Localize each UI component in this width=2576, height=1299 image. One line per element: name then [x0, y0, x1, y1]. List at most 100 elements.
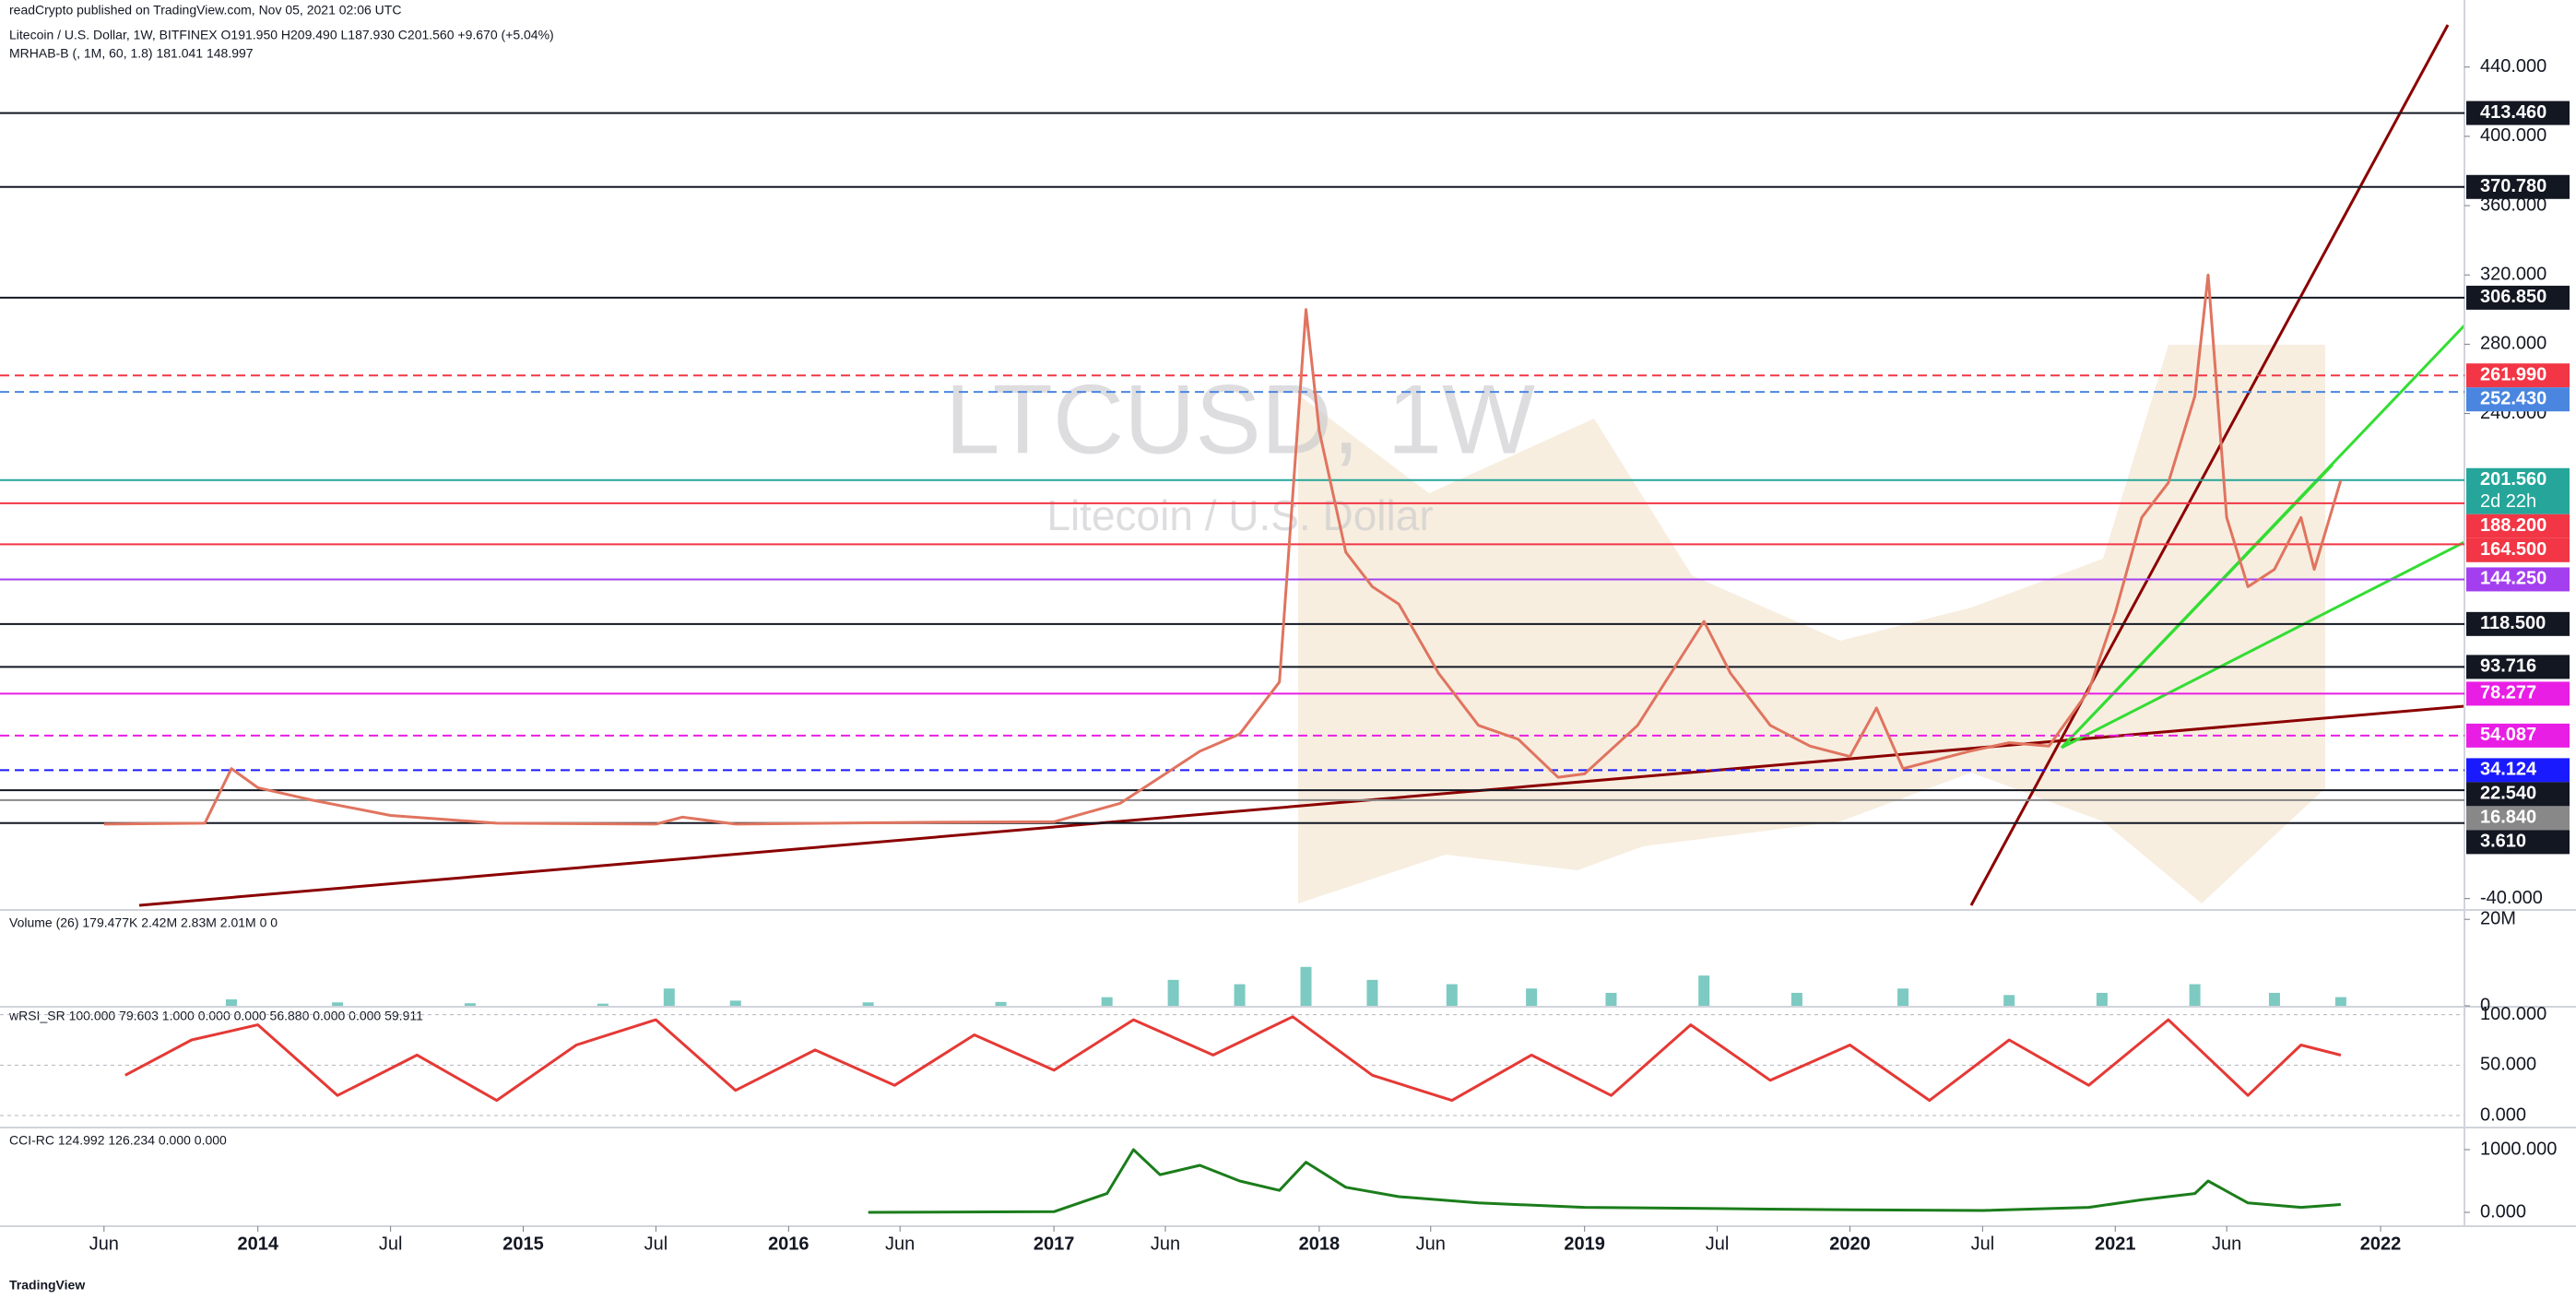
- chart-title: Litecoin / U.S. Dollar, 1W, BITFINEX O19…: [9, 28, 554, 42]
- volume-bar: [1526, 988, 1538, 1006]
- panel-title: wRSI_SR 100.000 79.603 1.000 0.000 0.000…: [8, 1009, 423, 1023]
- band: [1298, 345, 2325, 903]
- level-label: 16.840: [2480, 808, 2536, 828]
- y-tick-label: 400.000: [2480, 125, 2546, 146]
- level-label: 118.500: [2480, 613, 2546, 633]
- series-line: [124, 1015, 2342, 1103]
- volume-bar: [729, 1000, 741, 1006]
- x-tick-label: 2017: [1034, 1234, 1075, 1254]
- level-label-box: [2466, 387, 2570, 412]
- x-tick-label: Jun: [2212, 1234, 2241, 1254]
- y-tick-label: 320.000: [2480, 264, 2546, 284]
- level-label: 78.277: [2480, 683, 2536, 703]
- level-label: 93.716: [2480, 656, 2536, 677]
- watermark-subtitle: Litecoin / U.S. Dollar: [1046, 491, 1433, 539]
- x-tick-label: 2018: [1299, 1234, 1341, 1254]
- level-label-box: [2466, 830, 2570, 855]
- y-tick-label: 0.000: [2480, 1201, 2526, 1222]
- panel-title: CCI-RC 124.992 126.234 0.000 0.000: [9, 1133, 227, 1148]
- level-label-box: [2466, 782, 2570, 807]
- volume-bar: [1897, 988, 1909, 1006]
- x-tick-label: 2015: [502, 1234, 544, 1254]
- volume-bar: [464, 1003, 476, 1006]
- y-tick-label: -40.000: [2480, 888, 2543, 908]
- level-label-box: [2466, 467, 2570, 514]
- level-label-box: [2466, 174, 2570, 199]
- y-tick-label: 0: [2480, 995, 2490, 1015]
- level-label: 413.460: [2480, 102, 2546, 123]
- volume-bar: [1790, 992, 1802, 1006]
- level-label-box: [2466, 681, 2570, 706]
- volume-bar: [1698, 975, 1710, 1006]
- level-label: 34.124: [2480, 760, 2537, 780]
- level-label-box: [2466, 567, 2570, 592]
- volume-bar: [1300, 966, 1312, 1006]
- volume-bar: [1101, 997, 1113, 1006]
- volume-bar: [2003, 995, 2015, 1006]
- volume-bar: [1446, 984, 1458, 1006]
- trend-line: [2061, 540, 2465, 750]
- x-tick-label: Jun: [885, 1234, 915, 1254]
- x-tick-label: 2016: [768, 1234, 809, 1254]
- level-label-box: [2466, 758, 2570, 783]
- volume-bar: [2268, 992, 2280, 1006]
- level-label-box: [2466, 100, 2570, 125]
- indicator-title: MRHAB-B (, 1M, 60, 1.8) 181.041 148.997: [9, 46, 254, 61]
- level-label-box: [2466, 806, 2570, 831]
- level-label-box: [2466, 514, 2570, 538]
- level-countdown: 2d 22h: [2480, 491, 2536, 512]
- level-label: 164.500: [2480, 539, 2546, 560]
- y-tick-label: 1000.000: [2480, 1139, 2557, 1159]
- level-label: 144.250: [2480, 569, 2546, 589]
- level-label-box: [2466, 363, 2570, 388]
- volume-bar: [995, 1001, 1007, 1006]
- trend-line: [1969, 24, 2450, 906]
- x-tick-label: Jun: [1151, 1234, 1180, 1254]
- x-tick-label: 2022: [2360, 1234, 2402, 1254]
- panel-title: Volume (26) 179.477K 2.42M 2.83M 2.01M 0…: [9, 915, 278, 930]
- y-tick-label: 50.000: [2480, 1055, 2536, 1075]
- volume-bar: [2334, 997, 2346, 1006]
- y-tick-label: 0.000: [2480, 1104, 2526, 1125]
- x-tick-label: Jul: [379, 1234, 403, 1254]
- level-label-box: [2466, 723, 2570, 748]
- trend-line: [2060, 463, 2334, 750]
- volume-bar: [1234, 984, 1246, 1006]
- level-label: 201.560: [2480, 469, 2546, 490]
- y-tick-label: 360.000: [2480, 195, 2546, 215]
- level-label: 261.990: [2480, 364, 2546, 384]
- x-tick-label: Jun: [1416, 1234, 1446, 1254]
- level-label-box: [2466, 655, 2570, 679]
- volume-bar: [1366, 979, 1378, 1006]
- x-tick-label: 2020: [1829, 1234, 1871, 1254]
- x-tick-label: Jul: [1971, 1234, 1995, 1254]
- volume-bar: [1167, 979, 1179, 1006]
- level-label: 54.087: [2480, 725, 2536, 745]
- volume-bar: [2189, 984, 2201, 1006]
- volume-bar: [225, 998, 237, 1006]
- level-label: 252.430: [2480, 388, 2546, 408]
- volume-bar: [332, 1002, 344, 1006]
- x-tick-label: Jul: [644, 1234, 668, 1254]
- level-label: 22.540: [2480, 784, 2536, 804]
- published: readCrypto published on TradingView.com,…: [9, 3, 401, 18]
- y-tick-label: 100.000: [2480, 1004, 2546, 1024]
- level-label-box: [2466, 611, 2570, 636]
- volume-bar: [862, 1002, 874, 1006]
- volume-bar: [663, 988, 675, 1006]
- level-label-box: [2466, 285, 2570, 310]
- brand: TradingView: [9, 1278, 85, 1293]
- x-tick-label: 2014: [237, 1234, 278, 1254]
- x-tick-label: 2021: [2095, 1234, 2136, 1254]
- y-tick-label: 20M: [2480, 908, 2516, 928]
- watermark: LTCUSD, 1W: [945, 363, 1535, 474]
- level-label: 306.850: [2480, 287, 2546, 307]
- y-tick-label: 440.000: [2480, 56, 2546, 77]
- volume-bar: [1605, 992, 1617, 1006]
- series-line: [103, 273, 2343, 826]
- series-line: [868, 1148, 2342, 1214]
- level-label-box: [2466, 537, 2570, 562]
- y-tick-label: 280.000: [2480, 334, 2546, 354]
